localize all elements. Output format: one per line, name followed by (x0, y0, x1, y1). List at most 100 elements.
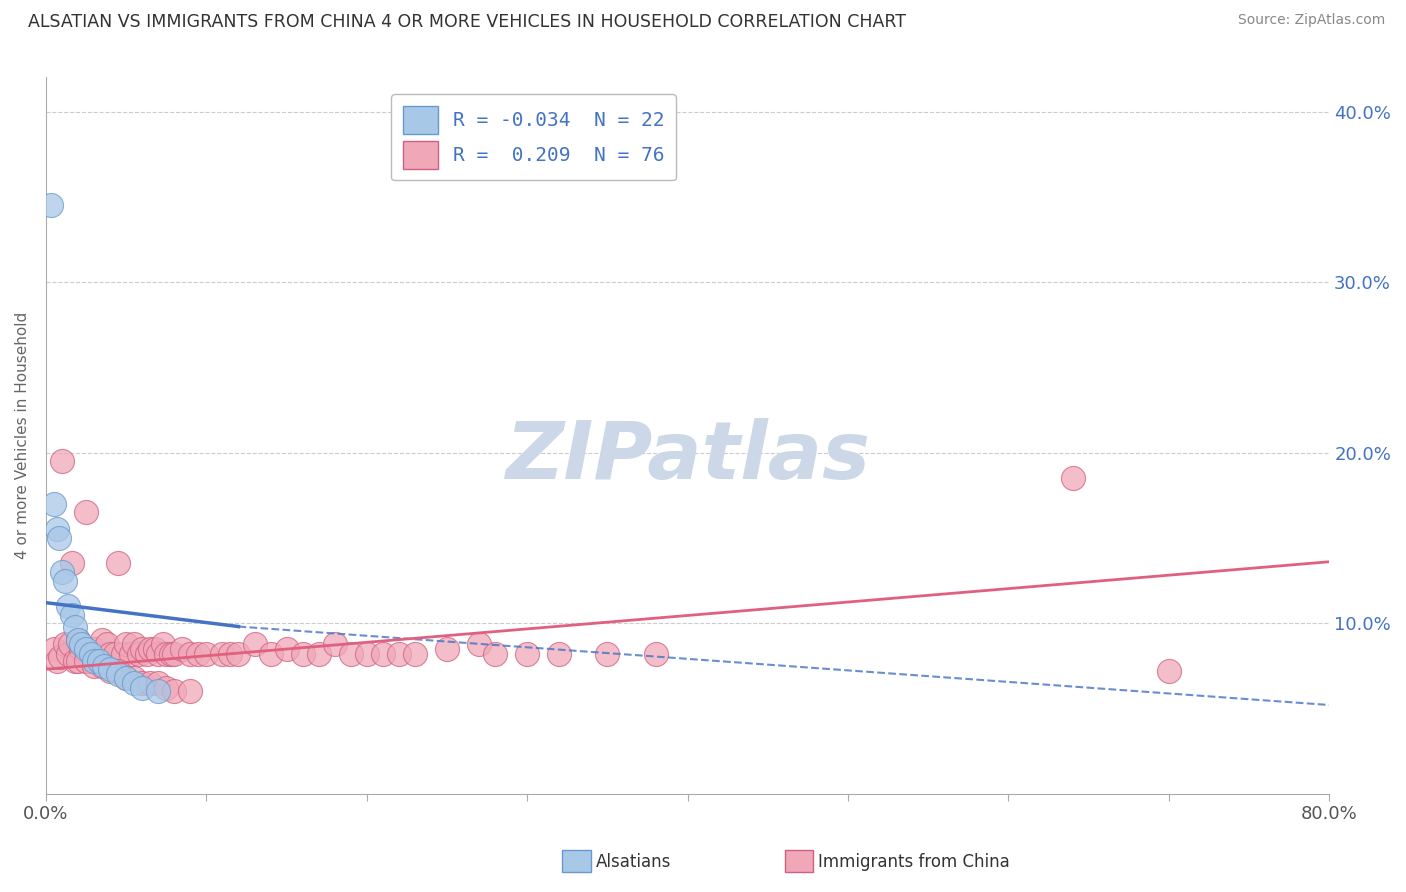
Point (148, 684, 170, 698)
Point (1157, 664, 1180, 678)
Point (83, 658, 105, 673)
Point (187, 647, 209, 661)
Point (596, 647, 619, 661)
Point (155, 647, 177, 661)
Point (155, 681, 177, 695)
Point (115, 637, 138, 651)
Point (160, 647, 183, 661)
Point (107, 664, 129, 678)
Point (67, 654, 90, 668)
Point (75, 641, 97, 656)
Point (276, 641, 298, 656)
Point (91, 633, 114, 648)
Point (228, 647, 250, 661)
Point (80, 647, 103, 661)
Point (371, 647, 394, 661)
Point (96, 637, 118, 651)
Point (404, 647, 426, 661)
Point (172, 641, 194, 656)
Point (644, 647, 666, 661)
Point (51, 565, 73, 579)
Point (243, 637, 266, 651)
Point (128, 647, 150, 661)
Point (58, 599, 80, 613)
Point (75, 647, 97, 661)
Point (291, 647, 314, 661)
Point (104, 647, 127, 661)
Text: Immigrants from China: Immigrants from China (818, 853, 1010, 871)
Point (59, 637, 82, 651)
Point (548, 647, 571, 661)
Point (49, 650, 72, 665)
Point (42, 641, 65, 656)
Point (46, 522, 69, 536)
Point (131, 641, 153, 656)
Point (87, 654, 110, 668)
Point (51, 454, 73, 468)
Point (107, 557, 129, 571)
Point (148, 676, 170, 690)
Point (122, 637, 145, 651)
Point (139, 641, 162, 656)
Point (339, 647, 361, 661)
Point (60, 607, 83, 622)
Point (39, 198, 62, 212)
Point (70, 641, 93, 656)
Point (131, 676, 153, 690)
Point (91, 658, 114, 673)
Text: ALSATIAN VS IMMIGRANTS FROM CHINA 4 OR MORE VEHICLES IN HOUSEHOLD CORRELATION CH: ALSATIAN VS IMMIGRANTS FROM CHINA 4 OR M… (28, 13, 905, 31)
Text: Source: ZipAtlas.com: Source: ZipAtlas.com (1237, 13, 1385, 28)
Point (120, 647, 142, 661)
Point (115, 671, 138, 685)
Point (516, 647, 538, 661)
Point (58, 647, 80, 661)
Point (436, 641, 458, 656)
Point (46, 654, 69, 668)
Point (179, 647, 201, 661)
Point (115, 671, 138, 685)
Point (323, 637, 346, 651)
Point (122, 671, 145, 685)
Point (219, 647, 242, 661)
Point (388, 647, 411, 661)
Point (63, 619, 86, 633)
Point (139, 676, 162, 690)
Point (211, 647, 233, 661)
Point (308, 647, 330, 661)
Point (356, 647, 378, 661)
Point (67, 633, 90, 648)
Point (60, 557, 83, 571)
Point (93, 658, 115, 673)
Point (484, 647, 506, 661)
Point (107, 667, 129, 681)
Y-axis label: 4 or more Vehicles in Household: 4 or more Vehicles in Household (15, 312, 30, 559)
Point (122, 676, 145, 690)
Point (98, 662, 121, 676)
Point (53, 637, 76, 651)
Text: Alsatians: Alsatians (596, 853, 672, 871)
Point (163, 684, 186, 698)
Text: ZIPatlas: ZIPatlas (505, 418, 870, 496)
Point (83, 654, 105, 668)
Point (80, 654, 103, 668)
Point (63, 654, 86, 668)
Point (75, 654, 97, 668)
Point (42, 497, 65, 511)
Point (86, 647, 108, 661)
Point (148, 647, 170, 661)
Point (70, 637, 93, 651)
Point (75, 505, 97, 519)
Point (98, 647, 121, 661)
Point (468, 637, 491, 651)
Point (259, 647, 281, 661)
Point (111, 647, 134, 661)
Point (83, 641, 105, 656)
Point (136, 647, 159, 661)
Point (179, 684, 201, 698)
Point (131, 681, 153, 695)
Point (163, 647, 186, 661)
Point (98, 664, 121, 678)
Point (48, 531, 70, 545)
Point (143, 641, 166, 656)
Point (53, 574, 76, 588)
